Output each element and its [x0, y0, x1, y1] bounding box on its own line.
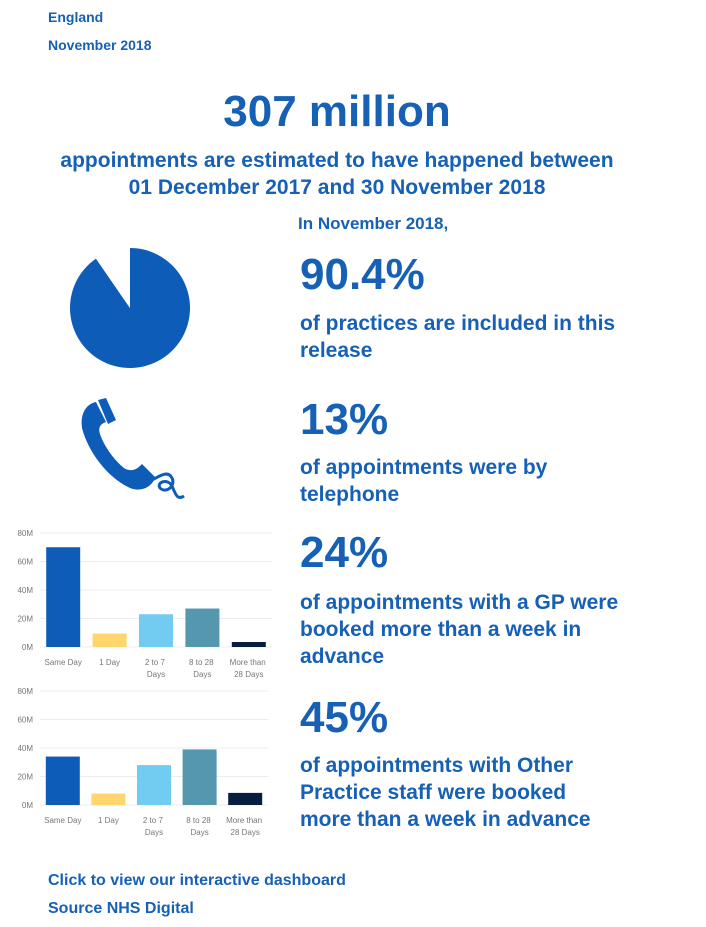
stat-text: Practice staff were booked [300, 781, 566, 804]
phone-icon [81, 398, 185, 500]
x-tick-label: 8 to 28 Days [189, 658, 216, 679]
x-tick-label: More than 28 Days [230, 658, 268, 679]
bar [185, 608, 220, 647]
bar [46, 547, 81, 647]
region: England [48, 9, 103, 25]
y-tick-label: 60M [17, 716, 33, 725]
intro: In November 2018, [298, 214, 448, 233]
pie-slice [95, 248, 130, 308]
stat-headline: 13% [300, 395, 388, 444]
stat-headline: 24% [300, 528, 388, 577]
y-tick-label: 40M [17, 586, 33, 595]
bar [139, 614, 173, 647]
stat-text: of appointments with a GP were [300, 591, 618, 614]
bar [228, 792, 263, 805]
x-tick-label: 1 Day [98, 816, 119, 825]
stat-headline: 45% [300, 693, 388, 742]
x-tick-label: 2 to 7 Days [145, 658, 167, 679]
stat-text: of appointments with Other [300, 754, 573, 777]
x-tick-label: 8 to 28 Days [186, 816, 213, 837]
y-tick-label: 20M [17, 615, 33, 624]
stat-text: release [300, 339, 372, 362]
y-tick-label: 80M [17, 529, 33, 538]
y-tick-label: 40M [17, 744, 33, 753]
x-tick-label: More than 28 Days [226, 816, 264, 837]
y-tick-label: 0M [22, 801, 33, 810]
bar [92, 633, 127, 647]
stat-text: more than a week in advance [300, 808, 591, 831]
headline-subtitle: appointments are estimated to have happe… [60, 149, 613, 172]
bar [45, 756, 80, 805]
headline-subtitle: 01 December 2017 and 30 November 2018 [129, 176, 546, 199]
stat-text: booked more than a week in [300, 618, 581, 641]
period: November 2018 [48, 37, 152, 53]
stat-headline: 90.4% [300, 250, 425, 299]
headline-value: 307 million [223, 87, 450, 136]
dashboard-link[interactable]: Click to view our interactive dashboard [48, 872, 346, 889]
stat-text: advance [300, 645, 384, 668]
stat-text: of practices are included in this [300, 312, 615, 335]
x-tick-label: 1 Day [99, 658, 120, 667]
bar [137, 765, 171, 805]
y-tick-label: 0M [22, 643, 33, 652]
stat-text: telephone [300, 483, 399, 506]
x-tick-label: Same Day [44, 816, 81, 825]
x-tick-label: Same Day [45, 658, 82, 667]
stat-text: of appointments were by [300, 456, 548, 479]
y-tick-label: 80M [17, 687, 33, 696]
x-tick-label: 2 to 7 Days [143, 816, 165, 837]
bar [182, 749, 217, 805]
y-tick-label: 20M [17, 773, 33, 782]
bar [91, 793, 126, 805]
source: Source NHS Digital [48, 900, 194, 917]
y-tick-label: 60M [17, 558, 33, 567]
bar [231, 642, 266, 647]
